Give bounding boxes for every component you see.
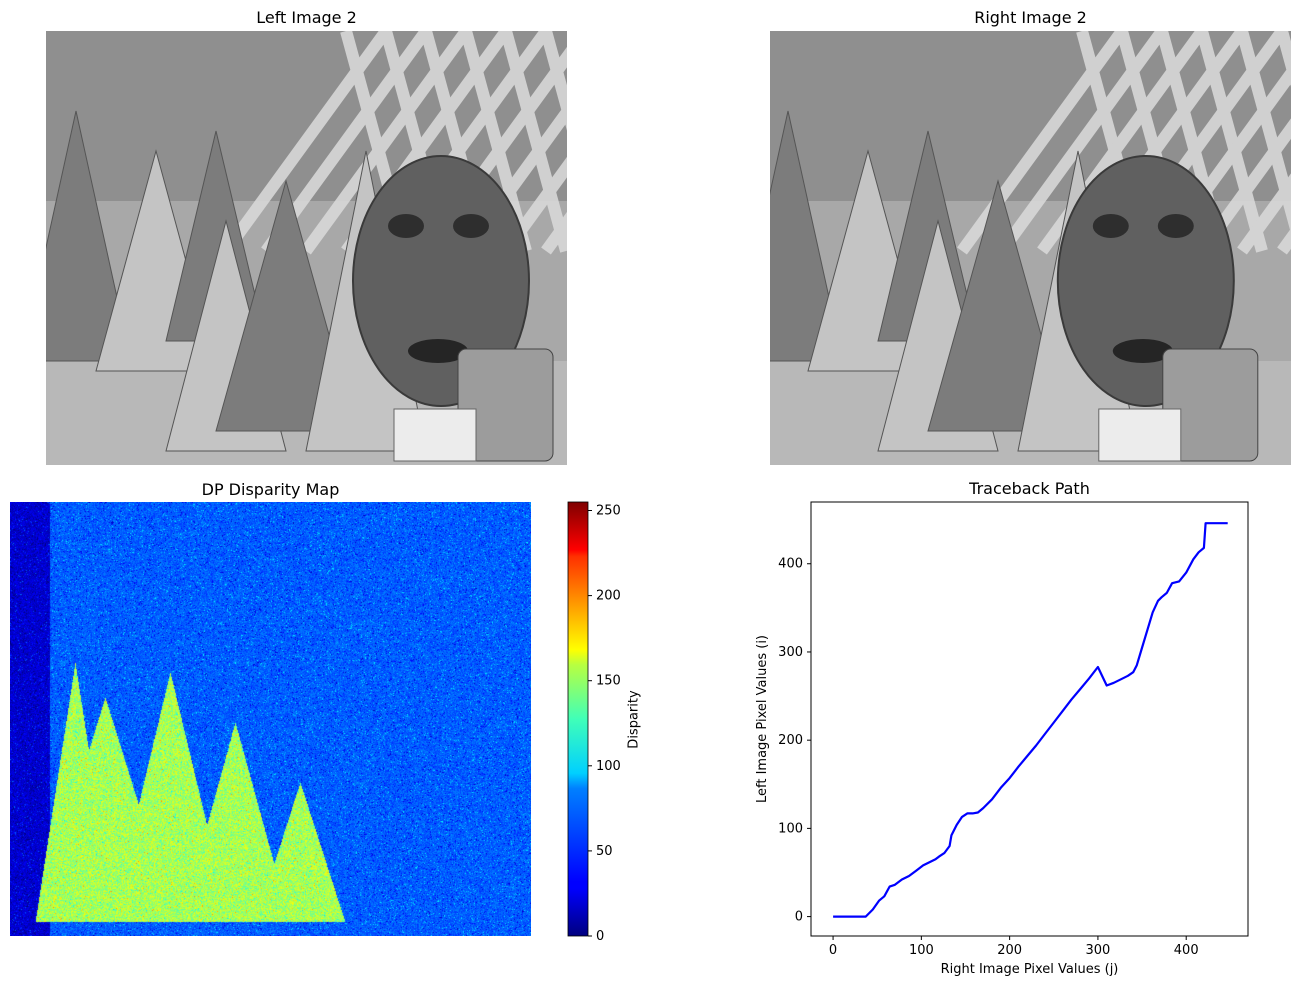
- scene-mask-eye: [1157, 214, 1194, 238]
- scene-mug: [1162, 348, 1259, 462]
- disparity-map: [10, 502, 531, 936]
- right-image-title: Right Image 2: [974, 8, 1087, 27]
- colorbar-label: Disparity: [626, 690, 642, 749]
- scene-mask-eye: [453, 214, 489, 238]
- scene-cone: [770, 110, 844, 362]
- scene-mask-mouth: [408, 339, 468, 363]
- colorbar-tick-label: 150: [596, 674, 621, 689]
- disparity-map-title: DP Disparity Map: [201, 480, 340, 499]
- y-tick-label: 100: [778, 821, 803, 836]
- y-tick-label: 0: [795, 910, 803, 925]
- scene-matchbox: [393, 408, 477, 462]
- colorbar-tick-label: 250: [596, 504, 621, 519]
- scene-mask-eye: [388, 214, 424, 238]
- y-tick-label: 200: [778, 733, 803, 748]
- disparity-colorbar: 0 50 100 150 200 250: [567, 501, 621, 944]
- x-tick-label: 400: [1174, 943, 1199, 958]
- colorbar-tick-label: 100: [596, 759, 621, 774]
- x-tick-label: 200: [997, 943, 1022, 958]
- y-axis-label: Left Image Pixel Values (i): [755, 635, 770, 803]
- x-axis-label: Right Image Pixel Values (j): [941, 962, 1119, 977]
- scene-mask-mouth: [1112, 339, 1173, 363]
- right-image-drawing: [770, 31, 1291, 465]
- scene-cone: [927, 179, 1069, 432]
- traceback-title: Traceback Path: [968, 479, 1090, 498]
- traceback-chart: Traceback Path 0 100 200 300 400 0 100 200 300 400…: [755, 479, 1249, 977]
- scene-mug: [457, 348, 554, 462]
- x-tick-label: 100: [909, 943, 934, 958]
- colorbar-tick-label: 50: [596, 844, 613, 859]
- colorbar-tick-label: 200: [596, 589, 621, 604]
- colorbar-tick-label: 0: [596, 929, 604, 944]
- x-tick-label: 300: [1086, 943, 1111, 958]
- scene-matchbox: [1098, 408, 1182, 462]
- scene-mask-eye: [1092, 214, 1129, 238]
- left-image-title: Left Image 2: [256, 8, 357, 27]
- scene-cone: [215, 179, 357, 432]
- right-image: [770, 31, 1291, 465]
- traceback-path-line: [833, 522, 1228, 918]
- scene-cone: [46, 110, 132, 362]
- y-tick-label: 300: [778, 645, 803, 660]
- traceback-plot-area: [810, 501, 1249, 937]
- x-tick-label: 0: [829, 943, 837, 958]
- left-image: [46, 31, 567, 465]
- disparity-map-canvas: [10, 502, 531, 936]
- y-tick-label: 400: [778, 557, 803, 572]
- left-image-drawing: [46, 31, 567, 465]
